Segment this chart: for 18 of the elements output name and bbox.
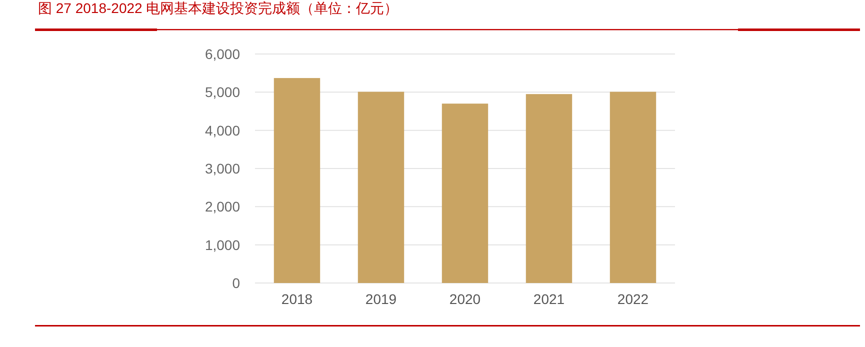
y-tick-label: 3,000 bbox=[204, 160, 240, 176]
y-tick-label: 5,000 bbox=[204, 84, 240, 100]
chart-title: 图 27 2018-2022 电网基本建设投资完成额（单位：亿元） bbox=[38, 0, 398, 16]
x-tick-label: 2021 bbox=[533, 291, 565, 307]
y-tick-label: 0 bbox=[232, 275, 240, 291]
bar bbox=[274, 78, 320, 283]
bar bbox=[358, 92, 404, 283]
x-tick-label: 2020 bbox=[449, 291, 481, 307]
y-tick-label: 2,000 bbox=[204, 198, 240, 215]
bar bbox=[442, 104, 488, 283]
y-tick-label: 6,000 bbox=[204, 46, 240, 62]
bar bbox=[610, 92, 656, 283]
y-tick-label: 4,000 bbox=[204, 122, 240, 138]
bar bbox=[526, 94, 572, 283]
y-tick-label: 1,000 bbox=[204, 236, 240, 253]
x-tick-label: 2018 bbox=[281, 291, 313, 307]
x-tick-label: 2019 bbox=[365, 291, 397, 307]
x-tick-label: 2022 bbox=[617, 291, 649, 307]
